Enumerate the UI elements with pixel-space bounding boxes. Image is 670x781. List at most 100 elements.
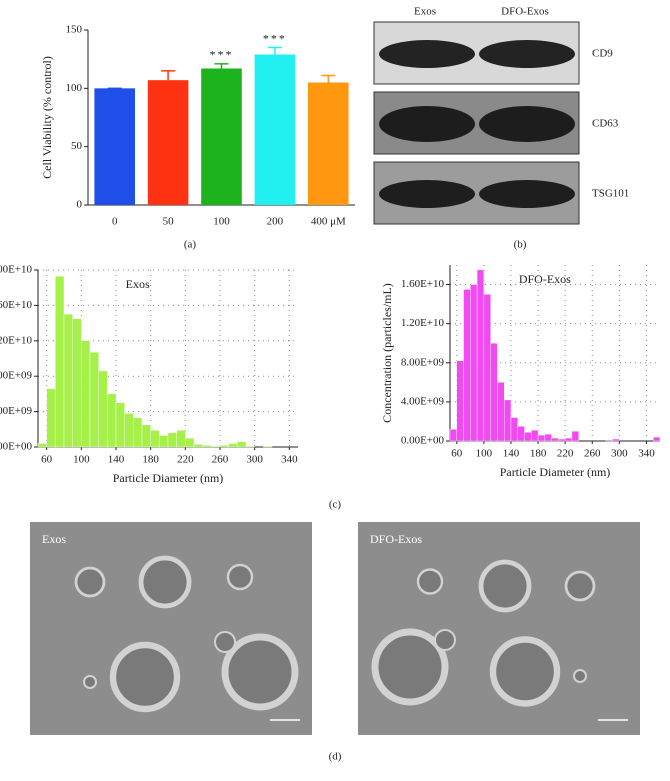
y-tick-label: 2.00E+10 [0,264,32,276]
histogram-bar [237,441,247,448]
histogram-bar [115,402,125,448]
blot-band [479,40,575,68]
x-tick-label: 340 [281,454,298,466]
vesicle [226,563,254,591]
histogram-bar [490,343,498,442]
blot-band [479,180,575,208]
histogram-bar [564,437,573,442]
y-tick-label: 100 [66,82,83,94]
vesicle [434,629,456,651]
x-tick-label: 220 [177,454,194,466]
bar [94,88,135,205]
x-tick-label: 260 [584,448,601,460]
y-tick-label: 8.00E+09 [401,356,445,368]
histogram-bar [228,443,238,448]
histogram-bar [653,436,661,442]
histogram-bar [193,444,203,448]
x-tick-label: 260 [212,454,229,466]
histogram-bar [497,382,505,442]
vesicle [489,636,561,707]
y-tick-label: 0.00E+00 [0,441,32,453]
histogram-bar [612,438,620,442]
x-tick-label: 220 [557,448,574,460]
y-axis-label: Concentration (particles/mL) [380,283,394,423]
annotation: Exos [126,277,150,291]
histogram-bar [470,284,478,442]
histogram-bar [202,445,212,448]
histogram-bar [510,417,518,442]
x-tick-label: 100 [213,216,230,228]
x-tick-label: 300 [246,454,263,466]
x-tick-label: 180 [142,454,159,466]
histogram-bar [524,432,532,442]
vesicle [74,566,106,598]
y-tick-label: 4.00E+09 [401,395,445,407]
x-tick-label: 0 [112,216,118,228]
histogram-bar [150,429,160,448]
histogram-bar [159,435,169,448]
vesicle [138,555,192,609]
bar [147,80,189,205]
histogram-bar [211,445,221,448]
x-tick-label: 50 [163,216,175,228]
band-label: TSG101 [592,188,629,200]
histogram-bar [483,294,491,442]
histogram-bar [551,437,559,442]
y-axis-label: Cell Viability (% control) [40,56,54,179]
y-tick-label: 50 [71,140,83,152]
histogram-bar [124,413,134,448]
vesicle [214,631,236,653]
blot-band [379,40,475,68]
lane-label: Exos [414,6,436,18]
histogram-bar [456,360,464,442]
y-tick-label: 0 [77,199,83,211]
histogram-bar [571,431,579,442]
histogram-bar [133,417,143,448]
vesicle [573,669,587,683]
tem-label: Exos [42,532,66,546]
histogram-bar [219,445,229,448]
panel-label: (b) [514,239,527,251]
y-tick-label: 1.20E+10 [401,317,445,329]
histogram-bar [81,340,91,448]
vesicle [371,628,449,706]
x-tick-label: 60 [451,448,463,460]
x-tick-label: 100 [476,448,493,460]
histogram-bar [245,445,255,448]
histogram-bar [558,438,566,442]
histogram-bar [167,432,177,448]
y-tick-label: 150 [66,24,83,36]
annotation: DFO-Exos [519,272,571,286]
blot-band [379,106,475,142]
blot-band [479,106,575,142]
histogram-bar [176,429,186,448]
y-tick-label: 8.00E+09 [0,370,32,382]
vesicle [564,570,596,602]
x-axis-label: Particle Diameter (nm) [500,465,611,479]
bar [308,82,349,205]
histogram-bar [544,433,552,442]
histogram-bar [605,439,613,442]
x-tick-label: 300 [611,448,628,460]
vesicle [221,633,299,711]
x-tick-label: 100 [73,454,90,466]
x-tick-label: 140 [503,448,520,460]
histogram-bar [263,445,273,448]
x-tick-label: 340 [638,448,655,460]
vesicle [83,675,97,689]
histogram-bar [185,437,195,448]
panel-label: (c) [329,499,342,511]
bar [201,68,242,205]
histogram-bar [89,352,99,448]
histogram-bar [46,388,56,448]
histogram-bar [531,430,539,442]
x-tick-label: 60 [41,454,53,466]
x-axis-label: Particle Diameter (nm) [113,471,224,485]
lane-label: DFO-Exos [501,6,549,18]
x-tick-label: 180 [530,448,547,460]
panel-label: (a) [184,239,197,251]
histogram-bar [55,275,65,448]
histogram-bar [63,314,73,448]
histogram-bar [517,426,525,442]
